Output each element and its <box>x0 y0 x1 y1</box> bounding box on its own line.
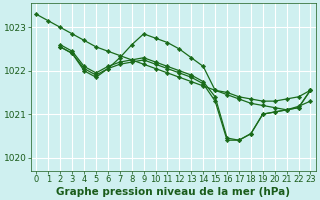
X-axis label: Graphe pression niveau de la mer (hPa): Graphe pression niveau de la mer (hPa) <box>56 187 291 197</box>
